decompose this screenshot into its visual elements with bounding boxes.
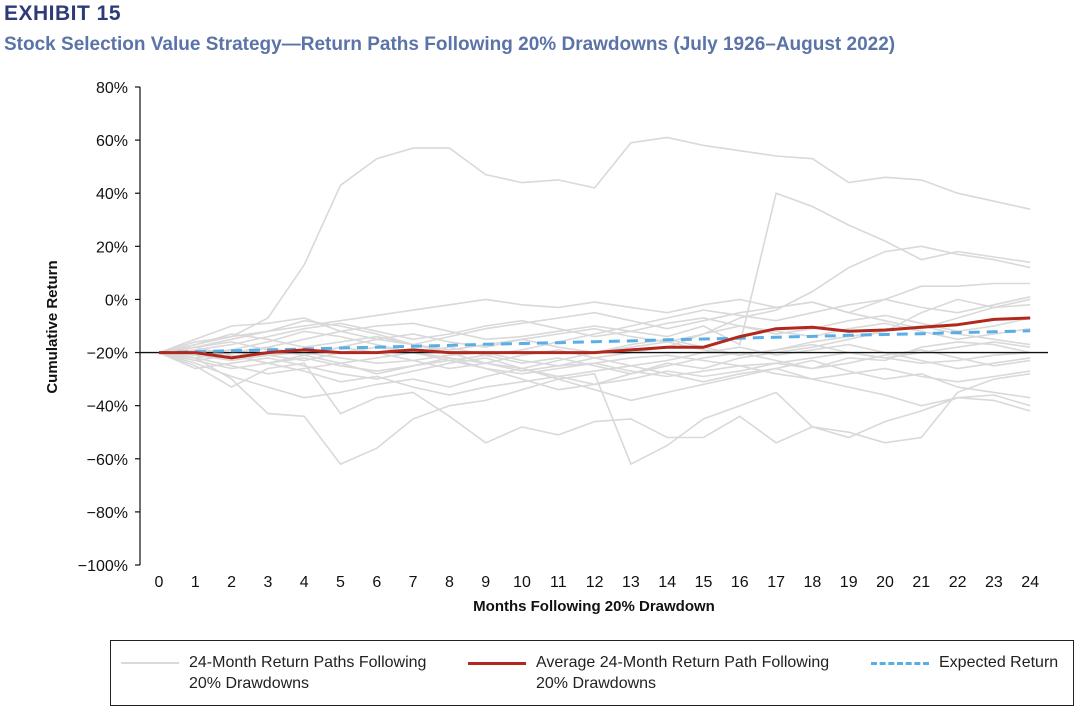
return-path-line-4 <box>158 192 1031 354</box>
x-tick-label: 8 <box>445 574 454 591</box>
x-tick-label: 9 <box>481 574 490 591</box>
x-tick-label: 24 <box>1021 574 1039 591</box>
return-paths-layer <box>158 136 1031 466</box>
legend-label-average: Average 24-Month Return Path Following 2… <box>536 654 830 692</box>
axes-layer <box>135 86 141 566</box>
legend-label-paths: 24-Month Return Paths Following 20% Draw… <box>189 654 427 692</box>
y-tick-label: −20% <box>87 346 128 363</box>
return-path-line-18 <box>158 314 1031 354</box>
legend-swatch-expected <box>871 662 929 665</box>
legend-swatch-paths <box>121 662 179 664</box>
legend-item-paths: 24-Month Return Paths Following 20% Draw… <box>121 652 426 694</box>
average-path-line <box>159 316 1031 360</box>
x-tick-label: 3 <box>263 574 272 591</box>
y-axis-title: Cumulative Return <box>44 260 61 393</box>
legend-label-expected: Expected Return <box>939 654 1059 671</box>
exhibit-label: EXHIBIT 15 <box>4 2 122 25</box>
y-tick-label: −100% <box>78 558 128 575</box>
average-path-layer <box>159 316 1031 360</box>
y-tick-label: 80% <box>96 80 128 97</box>
return-path-line-9 <box>158 298 1031 359</box>
y-tick-label: 60% <box>96 133 128 150</box>
x-tick-label: 6 <box>372 574 381 591</box>
legend-item-average: Average 24-Month Return Path Following 2… <box>468 652 829 694</box>
x-tick-label: 21 <box>912 574 930 591</box>
x-tick-label: 18 <box>804 574 822 591</box>
x-tick-label: 0 <box>155 574 164 591</box>
x-tick-label: 22 <box>949 574 967 591</box>
x-tick-label: 23 <box>985 574 1003 591</box>
x-tick-label: 20 <box>876 574 894 591</box>
return-path-line-11 <box>158 351 1031 412</box>
y-tick-label: 40% <box>96 186 128 203</box>
line-chart: −100%−80%−60%−40%−20%0%20%40%60%80%0 1 2 3 4… <box>44 80 1048 615</box>
legend-item-expected: Expected Return <box>871 652 1058 673</box>
x-tick-label: 17 <box>767 574 785 591</box>
legend-swatch-average <box>468 662 526 665</box>
x-tick-label: 10 <box>513 574 531 591</box>
return-path-line-13 <box>158 351 1031 399</box>
tick-labels-layer: −100%−80%−60%−40%−20%0%20%40%60%80%0 1 2 3 4… <box>78 80 1039 591</box>
x-tick-label: 19 <box>840 574 858 591</box>
y-tick-label: 20% <box>96 239 128 256</box>
return-path-line-1 <box>158 136 1031 354</box>
legend: 24-Month Return Paths Following 20% Draw… <box>110 640 1074 706</box>
x-tick-label: 4 <box>300 574 309 591</box>
chart-title: Stock Selection Value Strategy—Return Pa… <box>4 34 896 55</box>
x-tick-label: 13 <box>622 574 640 591</box>
y-tick-label: −40% <box>87 399 128 416</box>
x-tick-label: 11 <box>550 574 567 591</box>
y-tick-label: −80% <box>87 505 128 522</box>
return-path-line-10 <box>158 296 1031 362</box>
y-tick-label: 0% <box>105 292 128 309</box>
x-tick-label: 12 <box>586 574 604 591</box>
x-axis-title: Months Following 20% Drawdown <box>473 598 715 615</box>
x-tick-label: 14 <box>658 574 676 591</box>
y-tick-label: −60% <box>87 452 128 469</box>
return-path-line-2 <box>158 351 1031 466</box>
return-path-line-3 <box>158 351 1031 444</box>
x-tick-label: 16 <box>731 574 749 591</box>
return-path-line-8 <box>158 341 1031 396</box>
return-path-line-17 <box>158 351 1031 383</box>
x-tick-label: 2 <box>227 574 236 591</box>
x-tick-label: 15 <box>695 574 713 591</box>
x-tick-label: 1 <box>191 574 200 591</box>
x-tick-label: 5 <box>336 574 345 591</box>
x-tick-label: 7 <box>409 574 418 591</box>
